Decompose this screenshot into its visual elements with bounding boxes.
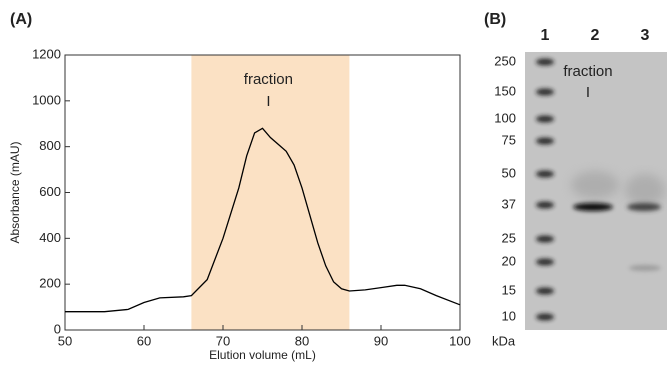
elution-curve bbox=[65, 127, 461, 313]
marker-label: 15 bbox=[502, 282, 516, 297]
marker-band bbox=[536, 313, 554, 321]
sample-band bbox=[573, 203, 613, 211]
y-tick-label: 0 bbox=[54, 321, 61, 336]
annotation: I bbox=[266, 93, 270, 110]
marker-band bbox=[536, 235, 554, 243]
marker-label: 250 bbox=[494, 53, 516, 68]
marker-label: 37 bbox=[502, 196, 516, 211]
marker-band bbox=[536, 170, 554, 178]
marker-label: 100 bbox=[494, 110, 516, 125]
x-tick-label: 80 bbox=[295, 333, 309, 348]
marker-label: 150 bbox=[494, 83, 516, 98]
marker-label: 25 bbox=[502, 230, 516, 245]
annotation: I bbox=[586, 84, 590, 101]
y-tick-label: 800 bbox=[39, 138, 61, 153]
annotation: fraction bbox=[563, 63, 612, 80]
sample-band bbox=[627, 203, 661, 211]
marker-label: 50 bbox=[502, 165, 516, 180]
marker-band bbox=[536, 115, 554, 123]
smear bbox=[625, 174, 665, 206]
x-tick-label: 100 bbox=[449, 333, 471, 348]
y-tick-label: 600 bbox=[39, 184, 61, 199]
x-tick-label: 90 bbox=[374, 333, 388, 348]
marker-label: 10 bbox=[502, 308, 516, 323]
panel-label: (B) bbox=[484, 11, 506, 28]
marker-band bbox=[536, 258, 554, 266]
y-tick-label: 200 bbox=[39, 276, 61, 291]
y-tick-label: 1000 bbox=[32, 92, 61, 107]
marker-band bbox=[536, 201, 554, 209]
x-axis-label: Elution volume (mL) bbox=[209, 348, 316, 362]
y-axis-label: Absorbance (mAU) bbox=[8, 141, 22, 243]
sample-band bbox=[629, 265, 661, 271]
annotation: fraction bbox=[244, 71, 293, 88]
lane-label: 2 bbox=[591, 27, 600, 44]
unit-label: kDa bbox=[492, 333, 516, 348]
fraction-span bbox=[191, 55, 350, 330]
x-tick-label: 50 bbox=[58, 333, 72, 348]
lane-label: 1 bbox=[541, 27, 550, 44]
smear bbox=[571, 171, 619, 199]
marker-label: 75 bbox=[502, 132, 516, 147]
marker-band bbox=[536, 137, 554, 145]
marker-band bbox=[536, 287, 554, 295]
panel-label: (A) bbox=[10, 11, 32, 28]
marker-label: 20 bbox=[502, 253, 516, 268]
x-tick-label: 70 bbox=[216, 333, 230, 348]
y-tick-label: 400 bbox=[39, 230, 61, 245]
lane-label: 3 bbox=[641, 27, 650, 44]
y-tick-label: 1200 bbox=[32, 46, 61, 61]
marker-band bbox=[536, 58, 554, 66]
x-tick-label: 60 bbox=[137, 333, 151, 348]
marker-band bbox=[536, 88, 554, 96]
